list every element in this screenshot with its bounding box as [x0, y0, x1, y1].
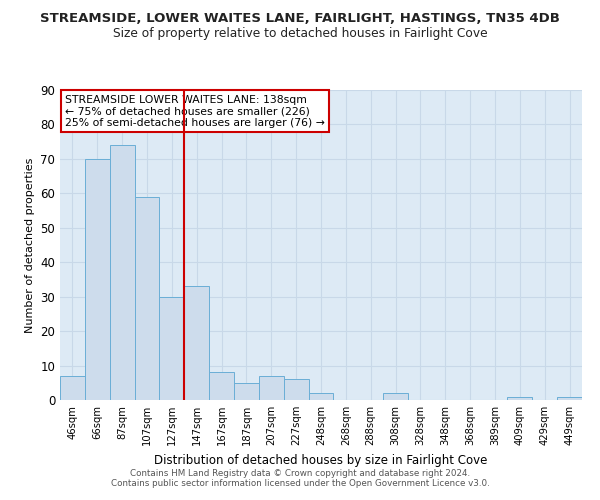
Text: STREAMSIDE, LOWER WAITES LANE, FAIRLIGHT, HASTINGS, TN35 4DB: STREAMSIDE, LOWER WAITES LANE, FAIRLIGHT… [40, 12, 560, 26]
Text: Contains public sector information licensed under the Open Government Licence v3: Contains public sector information licen… [110, 478, 490, 488]
Bar [383, 393, 408, 400]
Bar [134, 197, 160, 400]
Bar [110, 145, 134, 400]
Y-axis label: Number of detached properties: Number of detached properties [25, 158, 35, 332]
X-axis label: Distribution of detached houses by size in Fairlight Cove: Distribution of detached houses by size … [154, 454, 488, 466]
Bar [557, 396, 582, 400]
Bar [160, 296, 184, 400]
Bar [184, 286, 209, 400]
Bar [259, 376, 284, 400]
Bar [234, 383, 259, 400]
Text: STREAMSIDE LOWER WAITES LANE: 138sqm
← 75% of detached houses are smaller (226)
: STREAMSIDE LOWER WAITES LANE: 138sqm ← 7… [65, 94, 325, 128]
Text: Contains HM Land Registry data © Crown copyright and database right 2024.: Contains HM Land Registry data © Crown c… [130, 468, 470, 477]
Text: Size of property relative to detached houses in Fairlight Cove: Size of property relative to detached ho… [113, 28, 487, 40]
Bar [60, 376, 85, 400]
Bar [209, 372, 234, 400]
Bar [284, 380, 308, 400]
Bar [85, 159, 110, 400]
Bar [508, 396, 532, 400]
Bar [308, 393, 334, 400]
